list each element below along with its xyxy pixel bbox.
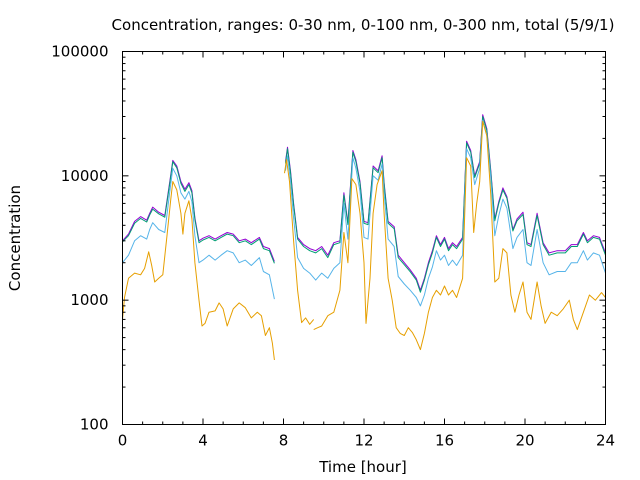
series-line-4 xyxy=(313,120,606,351)
series-line-2 xyxy=(122,161,275,264)
series-line-4 xyxy=(284,159,315,325)
y-tick-label: 100 xyxy=(80,416,109,434)
y-tick-label: 1000 xyxy=(70,291,108,309)
y-axis-label: Concentration xyxy=(6,185,24,291)
y-tick-label: 100000 xyxy=(51,43,108,61)
series-line-4 xyxy=(122,181,275,361)
ticks-layer: 0 4 8 12 16 20 24 100 1000 10000 100000 xyxy=(51,43,615,450)
x-tick-label: 20 xyxy=(515,432,534,450)
x-tick-label: 12 xyxy=(354,432,373,450)
series-layer xyxy=(122,114,606,361)
series-line-3 xyxy=(122,167,275,300)
series-line-2 xyxy=(285,116,606,293)
y-tick-label: 10000 xyxy=(61,167,109,185)
x-tick-label: 8 xyxy=(279,432,289,450)
series-line-1 xyxy=(122,159,275,262)
x-tick-label: 16 xyxy=(435,432,454,450)
x-tick-label: 0 xyxy=(118,432,128,450)
series-line-3 xyxy=(285,119,606,307)
chart-title: Concentration, ranges: 0-30 nm, 0-100 nm… xyxy=(112,16,615,34)
x-tick-label: 24 xyxy=(596,432,615,450)
series-line-1 xyxy=(285,114,606,291)
x-tick-label: 4 xyxy=(198,432,208,450)
x-axis-label: Time [hour] xyxy=(318,458,407,476)
